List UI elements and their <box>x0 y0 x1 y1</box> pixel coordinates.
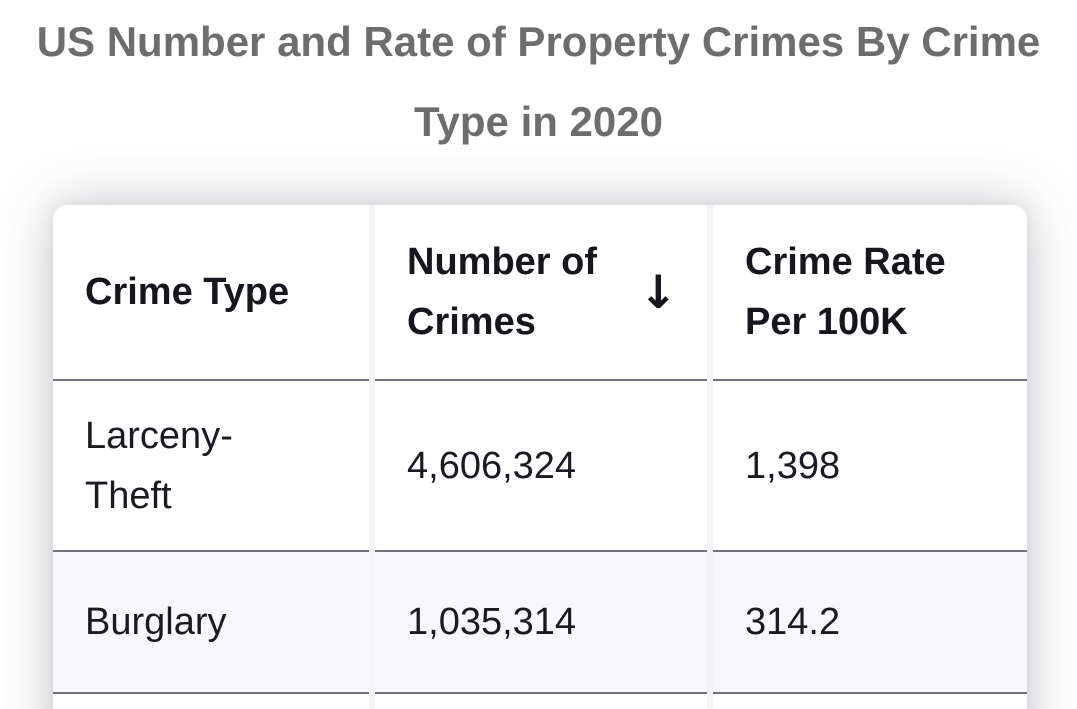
column-header-crime-rate-per-100k[interactable]: Crime Rate Per 100K <box>713 205 1027 381</box>
sort-descending-icon[interactable]: ↓ <box>639 265 678 319</box>
cell-crime-type <box>53 694 369 709</box>
table-row: Larceny-Theft 4,606,324 1,398 <box>53 381 1027 552</box>
crime-rate-value: 1,398 <box>745 444 841 487</box>
cell-crime-type: Burglary <box>53 552 369 694</box>
column-header-label: Crime Type <box>85 271 290 313</box>
table-card: Crime Type Number of Crimes ↓ Crime Rate… <box>53 205 1027 709</box>
table-row: Burglary 1,035,314 314.2 <box>53 552 1027 694</box>
cell-crime-type: Larceny-Theft <box>53 381 369 552</box>
column-header-label: Crime Rate Per 100K <box>745 241 946 343</box>
crime-type-value: Larceny-Theft <box>85 414 233 517</box>
crime-table: Crime Type Number of Crimes ↓ Crime Rate… <box>53 205 1027 709</box>
page-title: US Number and Rate of Property Crimes By… <box>36 18 1041 145</box>
header-row: Crime Type Number of Crimes ↓ Crime Rate… <box>53 205 1027 381</box>
number-of-crimes-value: 1,035,314 <box>407 601 577 643</box>
cell-number-of-crimes: 1,035,314 <box>375 552 707 694</box>
cell-crime-rate <box>713 694 1027 709</box>
cell-crime-rate: 314.2 <box>713 552 1027 694</box>
number-of-crimes-value: 4,606,324 <box>407 444 577 487</box>
table-row-partial <box>53 694 1027 709</box>
crime-rate-value: 314.2 <box>745 601 841 643</box>
cell-number-of-crimes <box>375 694 707 709</box>
crime-type-value: Burglary <box>85 601 227 643</box>
cell-number-of-crimes: 4,606,324 <box>375 381 707 552</box>
column-header-label: Number of Crimes <box>407 241 597 343</box>
column-header-crime-type[interactable]: Crime Type <box>53 205 369 381</box>
column-header-number-of-crimes[interactable]: Number of Crimes ↓ <box>375 205 707 381</box>
cell-crime-rate: 1,398 <box>713 381 1027 552</box>
